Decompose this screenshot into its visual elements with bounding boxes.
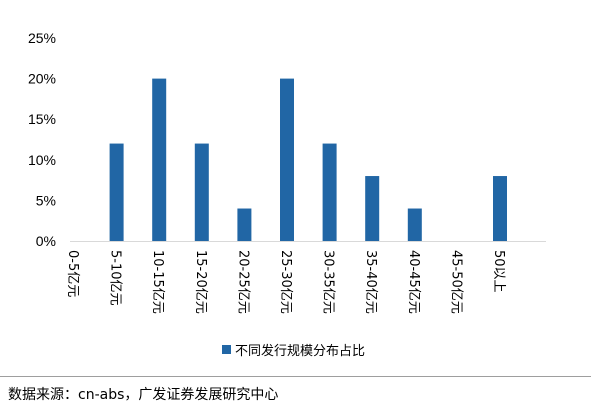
bar: [194, 143, 209, 241]
bar: [152, 78, 167, 241]
y-tick-label: 0%: [36, 233, 56, 249]
x-tick-label: 10-15亿元: [150, 250, 165, 314]
source-note: 数据来源：cn-abs，广发证券发展研究中心: [8, 387, 279, 403]
x-axis-ticks: 0-5亿元 5-10亿元 10-15亿元 15-20亿元 20-25亿元 25-30亿元 3…: [65, 250, 506, 314]
legend-label: 不同发行规模分布占比: [235, 343, 365, 359]
x-tick-label: 30-35亿元: [321, 250, 336, 314]
y-tick-label: 15%: [28, 111, 56, 127]
bars: [109, 78, 507, 241]
bar: [365, 176, 380, 241]
y-tick-label: 20%: [28, 71, 56, 87]
bar: [280, 78, 294, 241]
y-tick-label: 10%: [28, 152, 56, 168]
y-tick-label: 5%: [36, 192, 56, 208]
bar: [407, 208, 422, 241]
divider: [0, 376, 591, 377]
x-tick-label: 15-20亿元: [193, 250, 208, 314]
y-axis-ticks: 0% 5% 10% 15% 20% 25%: [28, 30, 56, 249]
x-tick-label: 45-50亿元: [448, 250, 463, 314]
x-tick-label: 25-30亿元: [278, 250, 293, 314]
y-tick-label: 25%: [28, 30, 56, 46]
legend-swatch: [222, 345, 231, 354]
x-tick-label: 50以上: [491, 250, 506, 293]
x-tick-label: 20-25亿元: [235, 250, 250, 314]
x-tick-label: 35-40亿元: [363, 250, 378, 314]
x-tick-label: 40-45亿元: [406, 250, 421, 314]
bar: [493, 176, 507, 241]
bar: [237, 208, 252, 241]
legend: 不同发行规模分布占比: [222, 343, 365, 359]
bar: [109, 143, 124, 241]
x-tick-label: 5-10亿元: [108, 250, 123, 306]
x-tick-label: 0-5亿元: [65, 250, 80, 297]
bar: [322, 143, 337, 241]
